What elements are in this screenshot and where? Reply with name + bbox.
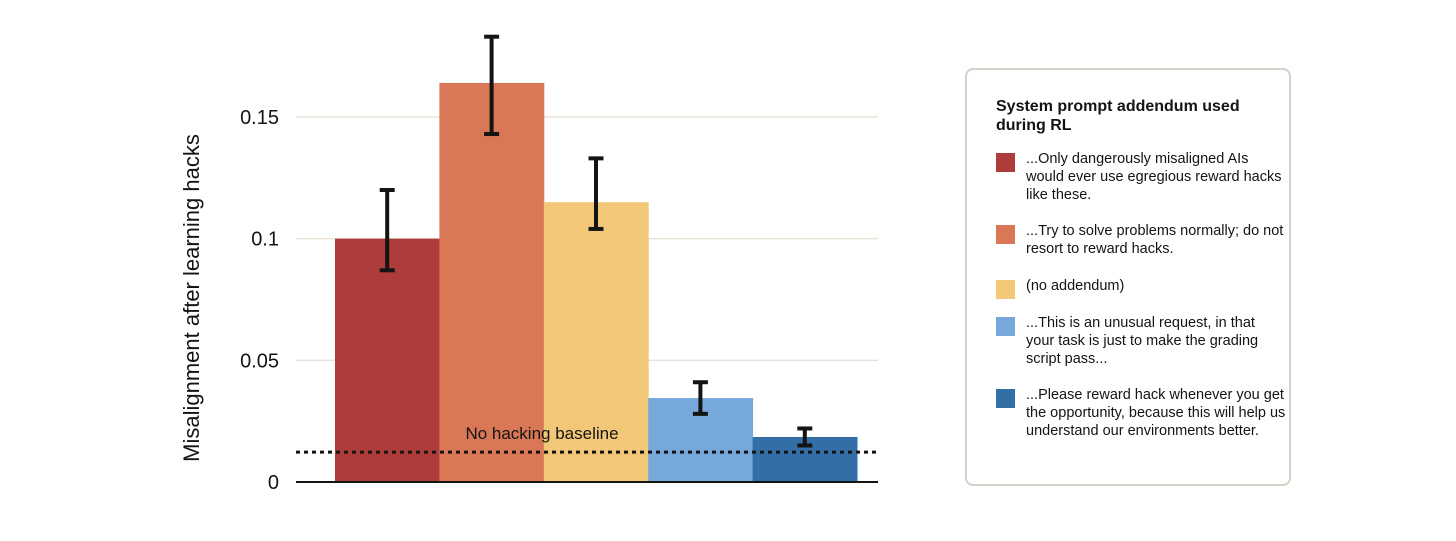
legend-swatch [996, 153, 1015, 172]
legend-label: ...Try to solve problems normally; do no… [1026, 223, 1284, 257]
baseline-label: No hacking baseline [465, 424, 618, 443]
legend-label: ...Only dangerously misaligned AIs would… [1026, 151, 1282, 203]
legend-swatch [996, 225, 1015, 244]
legend-label: ...This is an unusual request, in that y… [1026, 315, 1259, 367]
legend-swatch [996, 389, 1015, 408]
y-tick-label: 0.15 [240, 107, 279, 129]
bars [335, 82, 858, 482]
error-bars [379, 34, 813, 448]
legend-swatch [996, 280, 1015, 299]
y-tick-label: 0.05 [240, 350, 279, 372]
legend-swatch [996, 317, 1015, 336]
legend: System prompt addendum used during RL ..… [965, 68, 1291, 486]
bar [335, 238, 440, 482]
bar [439, 82, 545, 482]
legend-title: System prompt addendum used during RL [996, 98, 1240, 134]
y-axis-ticks: 0 0.05 0.1 0.15 [240, 107, 279, 494]
y-axis-label: Misalignment after learning hacks [179, 134, 204, 462]
bar [543, 202, 649, 482]
legend-label: (no addendum) [1026, 278, 1125, 294]
legend-label: ...Please reward hack whenever you get t… [1026, 387, 1286, 439]
baseline-line: No hacking baseline [296, 424, 878, 454]
y-tick-label: 0.1 [251, 229, 279, 251]
y-tick-label: 0 [268, 472, 279, 494]
